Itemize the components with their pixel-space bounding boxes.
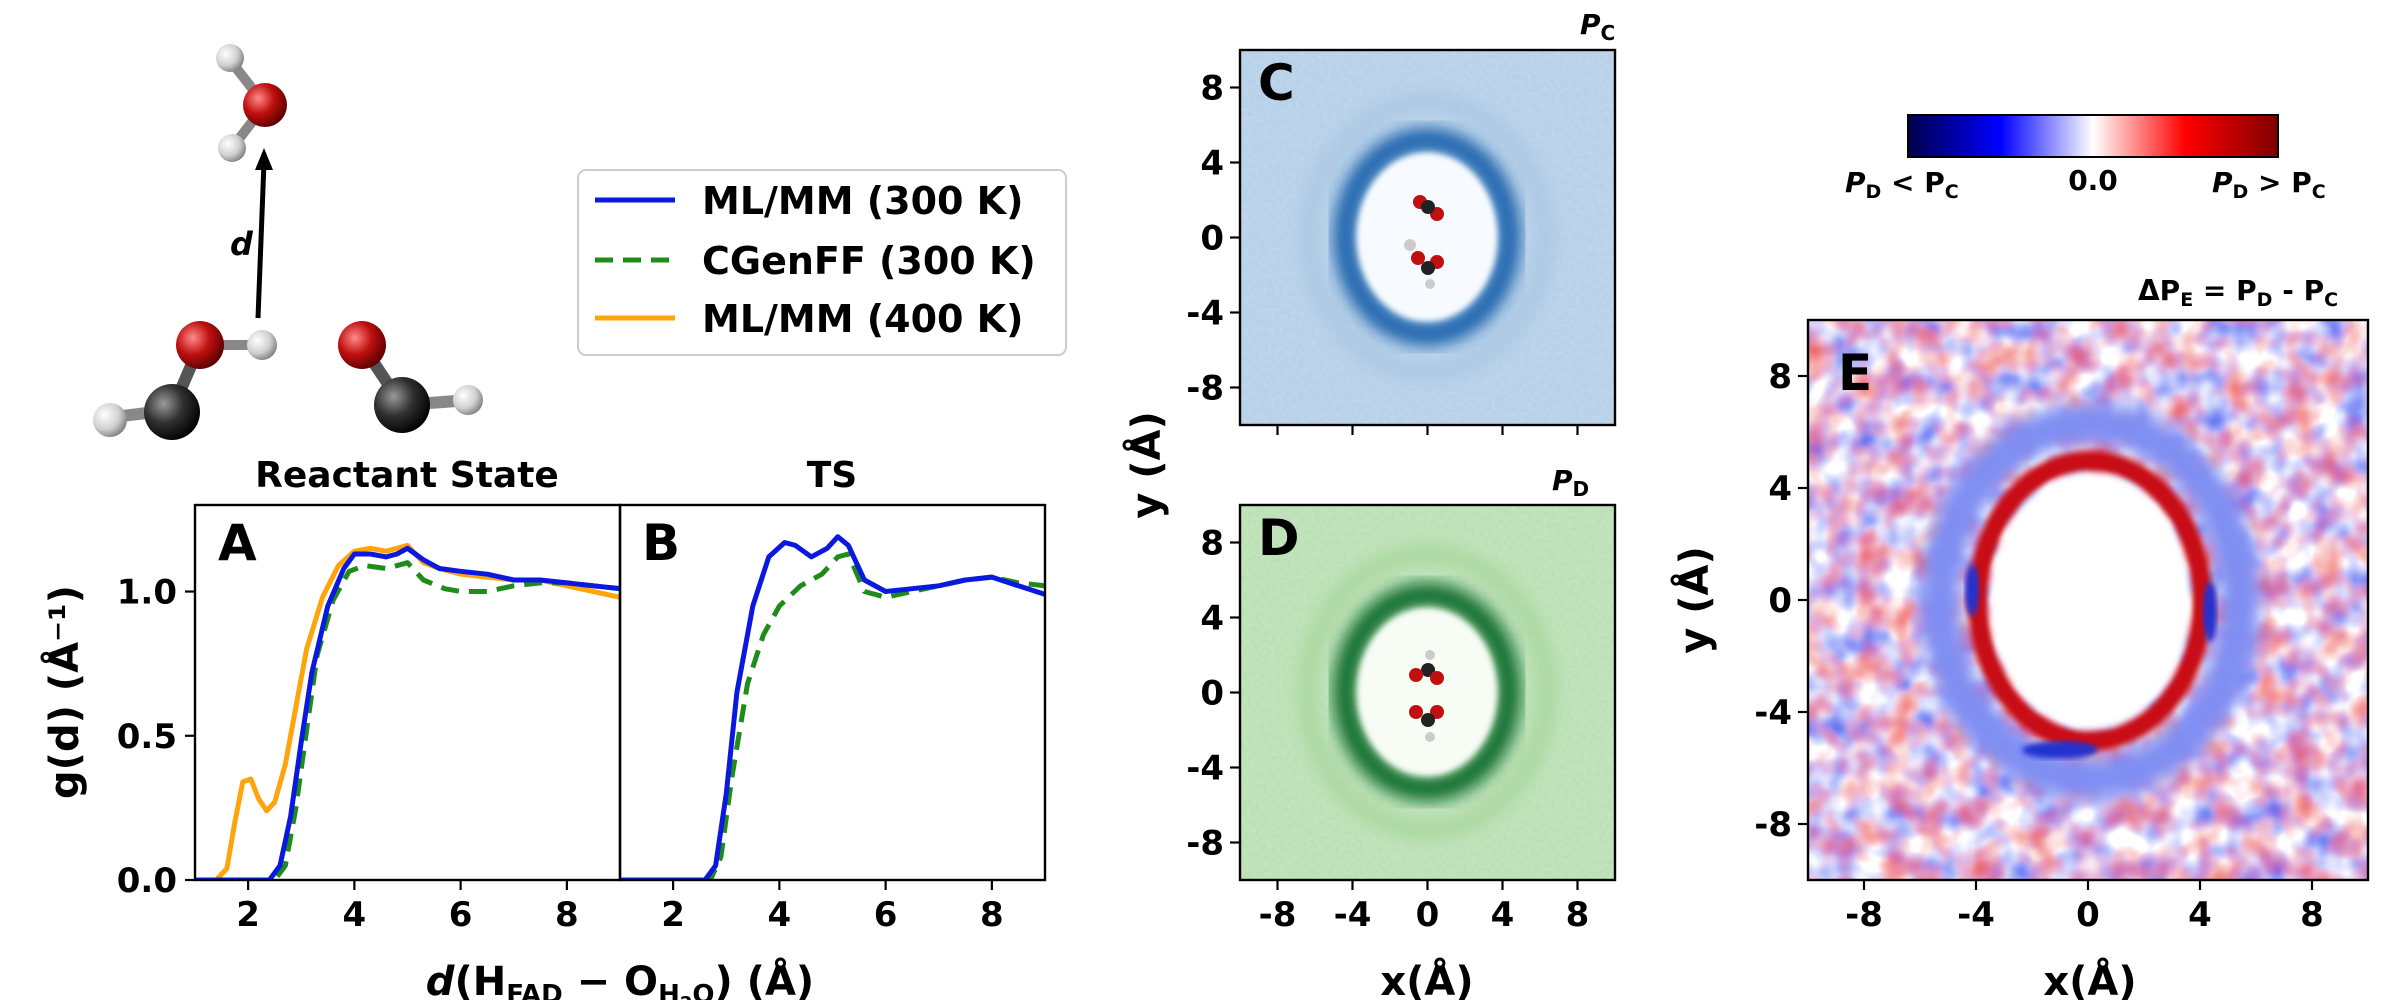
- x-tick-label: 0: [1416, 895, 1440, 935]
- x-tick-label: 6: [874, 895, 898, 935]
- x-tick-label: -4: [1957, 895, 1995, 935]
- gd-xlabel: d(HFAD − OH2O) (Å): [426, 956, 814, 1000]
- series-line-ml-mm-400-k: [195, 542, 620, 880]
- map-ylabel-left: y (Å): [1121, 411, 1170, 519]
- panel-b: TS B 2 4 6 8: [618, 455, 1047, 935]
- x-tick-label: -4: [1334, 895, 1372, 935]
- svg-text:y (Å): y (Å): [1121, 411, 1170, 519]
- x-tick-label: 8: [2300, 895, 2324, 935]
- colorbar-left-label: PD < PC: [1845, 166, 1959, 203]
- y-tick-label: 1.0: [117, 573, 177, 613]
- map-xlabel-right: x(Å): [2043, 956, 2136, 1000]
- y-tick-label: 8: [1200, 524, 1224, 564]
- map-ylabel-right: y (Å): [1669, 546, 1718, 654]
- panel-a-series: [195, 542, 620, 880]
- series-line-cgenff-300-k: [620, 551, 1045, 880]
- y-tick-label: -8: [1186, 824, 1224, 864]
- panel-e-ticks: 8 4 0 -4 -8 -8 -4 0 4 8: [1754, 357, 2324, 935]
- panel-d-ticks: 8 4 0 -4 -8 -8 -4 0 4 8: [1186, 524, 1589, 936]
- gd-y-axis-label: g(d) (Å⁻¹): [39, 585, 88, 799]
- legend-item-mlmm-400: ML/MM (400 K): [595, 297, 1024, 341]
- y-tick-label: -8: [1754, 805, 1792, 845]
- panel-b-frame: [618, 503, 1047, 882]
- x-tick-label: 2: [661, 895, 685, 935]
- panel-c: PC C 8 4 0 -4 -8: [1186, 8, 1617, 435]
- y-tick-label: -8: [1186, 369, 1224, 409]
- legend-label: ML/MM (300 K): [702, 179, 1024, 223]
- x-tick-label: 0: [2076, 895, 2100, 935]
- formic-acid-icon: [93, 321, 483, 440]
- legend-label: ML/MM (400 K): [702, 297, 1024, 341]
- panel-c-ticks: 8 4 0 -4 -8: [1186, 69, 1579, 435]
- y-tick-label: -4: [1186, 749, 1224, 789]
- series-line-ml-mm-300-k: [195, 545, 620, 880]
- panel-c-label: C: [1258, 54, 1295, 112]
- panel-a: Reactant State A 2 4 6 8 0.0 0.5 1.0: [117, 455, 622, 935]
- panel-b-title: TS: [807, 455, 857, 496]
- panel-c-title: PC: [1580, 8, 1615, 45]
- x-tick-label: 4: [1491, 895, 1515, 935]
- legend-item-mlmm-300: ML/MM (300 K): [595, 179, 1024, 223]
- panel-b-label: B: [642, 514, 680, 572]
- y-tick-label: 4: [1200, 599, 1224, 639]
- x-tick-label: 6: [449, 895, 473, 935]
- y-tick-label: 0.0: [117, 861, 177, 901]
- y-tick-label: 0: [1200, 674, 1224, 714]
- y-tick-label: -4: [1186, 294, 1224, 334]
- panel-a-ticks: 2 4 6 8 0.0 0.5 1.0: [117, 573, 579, 935]
- colorbar: PD < PC 0.0 PD > PC: [1845, 114, 2326, 203]
- panel-a-label: A: [218, 514, 257, 572]
- panel-d: PD D 8 4 0 -4 -8 -8 -4 0 4 8: [1186, 464, 1617, 936]
- y-tick-label: 8: [1200, 69, 1224, 109]
- map-xlabel-left: x(Å): [1380, 956, 1473, 1000]
- x-tick-label: 2: [236, 895, 260, 935]
- formic-acid-dimer-icon: [1404, 195, 1444, 289]
- x-tick-label: 4: [768, 895, 792, 935]
- x-tick-label: -8: [1845, 895, 1883, 935]
- y-tick-label: 0: [1200, 219, 1224, 259]
- y-tick-label: -4: [1754, 693, 1792, 733]
- legend: ML/MM (300 K) CGenFF (300 K) ML/MM (400 …: [577, 169, 1067, 356]
- y-tick-label: 4: [1768, 469, 1792, 509]
- heatmap-c: [1240, 50, 1615, 425]
- molecule-illustration: d: [93, 44, 483, 440]
- x-tick-label: 8: [555, 895, 579, 935]
- panel-b-ticks: 2 4 6 8: [661, 880, 1004, 935]
- panel-d-label: D: [1258, 509, 1300, 567]
- panel-e: ΔPE = PD - PC E 8 4 0 -4 -8 -8 -4 0 4 8: [1754, 274, 2370, 935]
- distance-arrow-icon: [255, 148, 273, 319]
- heatmap-d: [1240, 505, 1615, 880]
- heatmap-e: [1808, 320, 2368, 880]
- panel-e-label: E: [1838, 344, 1872, 402]
- y-tick-label: 8: [1768, 357, 1792, 397]
- legend-item-cgenff-300: CGenFF (300 K): [595, 239, 1036, 283]
- y-tick-label: 0: [1768, 581, 1792, 621]
- x-tick-label: 4: [2188, 895, 2212, 935]
- x-tick-label: -8: [1259, 895, 1297, 935]
- panel-b-series: [620, 534, 1045, 880]
- x-tick-label: 8: [1566, 895, 1590, 935]
- series-line-ml-mm-300-k: [620, 534, 1045, 880]
- gd-ylabel: g(d) (Å⁻¹): [39, 585, 88, 799]
- distance-label: d: [230, 225, 254, 263]
- panel-e-title: ΔPE = PD - PC: [2138, 274, 2338, 311]
- legend-label: CGenFF (300 K): [702, 239, 1036, 283]
- series-line-cgenff-300-k: [195, 560, 620, 880]
- colorbar-right-label: PD > PC: [2212, 166, 2326, 203]
- formic-acid-dimer-icon: [1409, 650, 1444, 742]
- svg-text:y (Å): y (Å): [1669, 546, 1718, 654]
- panel-a-title: Reactant State: [255, 455, 559, 496]
- x-tick-label: 8: [980, 895, 1004, 935]
- x-tick-label: 4: [343, 895, 367, 935]
- y-tick-label: 4: [1200, 144, 1224, 184]
- colorbar-center-label: 0.0: [2068, 164, 2118, 197]
- water-molecule-icon: [216, 44, 287, 162]
- panel-d-title: PD: [1552, 464, 1589, 501]
- y-tick-label: 0.5: [117, 717, 177, 757]
